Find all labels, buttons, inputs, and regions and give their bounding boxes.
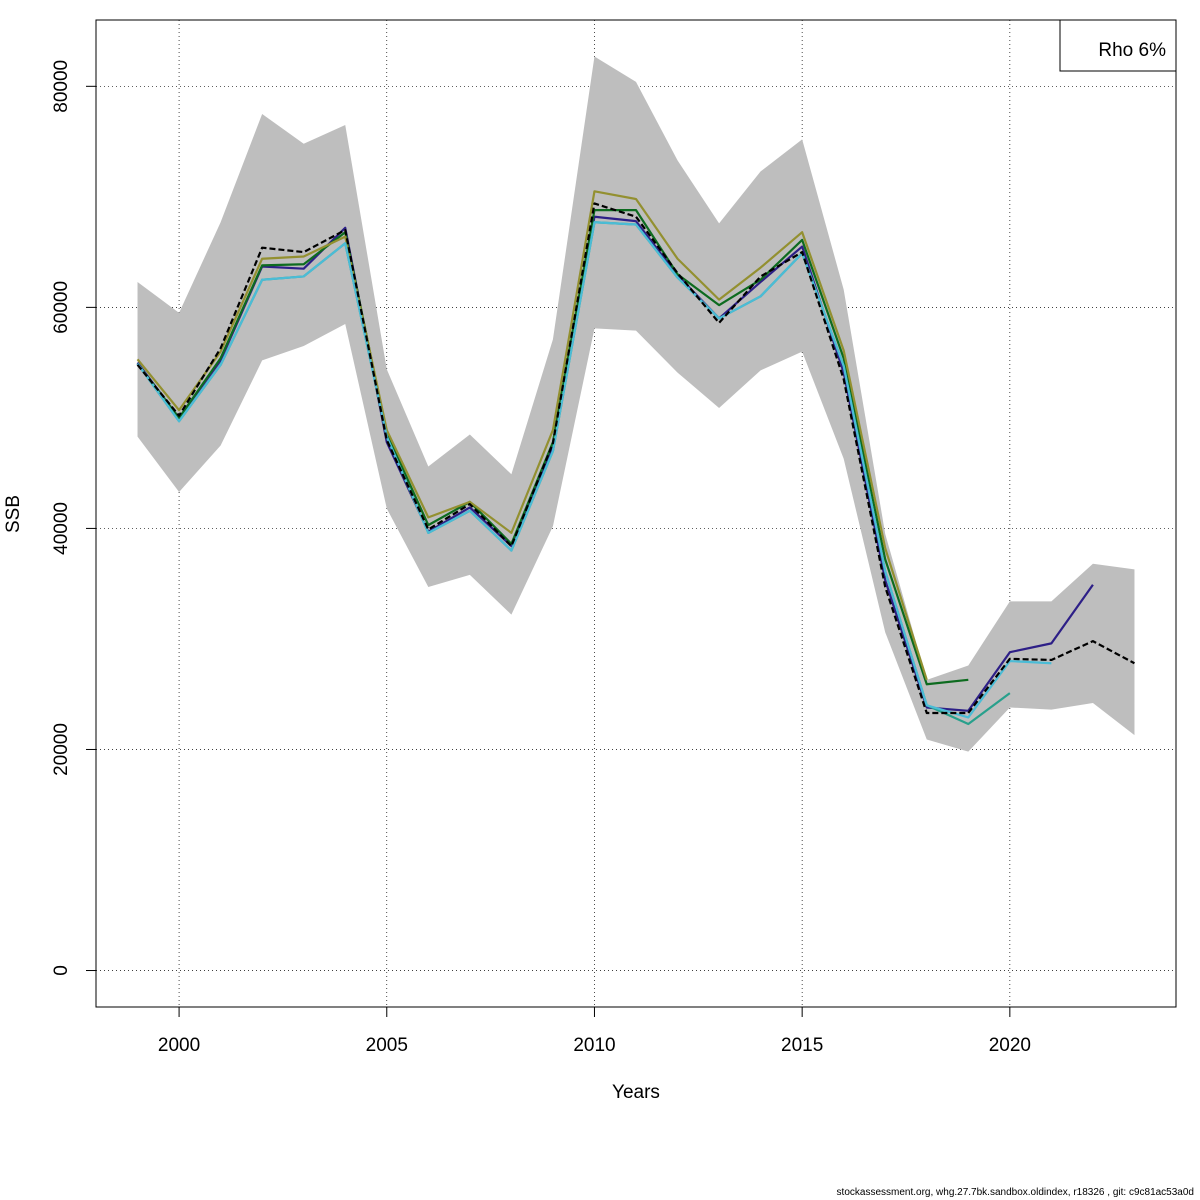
x-tick-label: 2020 [989, 1035, 1031, 1056]
plot-frame [95, 19, 1177, 1008]
confidence-band-layer [137, 56, 1135, 752]
series-layer [136, 190, 1135, 726]
x-axis-title: Years [612, 1082, 660, 1103]
y-tick-label: 80000 [51, 60, 72, 113]
x-tick-label: 2005 [366, 1035, 408, 1056]
confidence-band [137, 56, 1135, 752]
y-axis-title: SSB [3, 495, 24, 533]
legend-box [1059, 19, 1177, 72]
footer-caption: stockassessment.org, whg.27.7bk.sandbox.… [836, 1187, 1194, 1198]
x-tick-label: 2000 [158, 1035, 200, 1056]
series-line [136, 190, 928, 681]
x-tick-label: 2010 [573, 1035, 615, 1056]
series-line [136, 221, 1052, 719]
x-tick-label: 2015 [781, 1035, 823, 1056]
y-tick-label: 20000 [51, 723, 72, 776]
y-tick-label: 0 [51, 965, 72, 976]
y-tick-label: 60000 [51, 281, 72, 334]
legend: Rho 6% [1059, 19, 1177, 72]
legend-label: Rho 6% [1098, 40, 1166, 61]
y-tick-label: 40000 [51, 502, 72, 555]
